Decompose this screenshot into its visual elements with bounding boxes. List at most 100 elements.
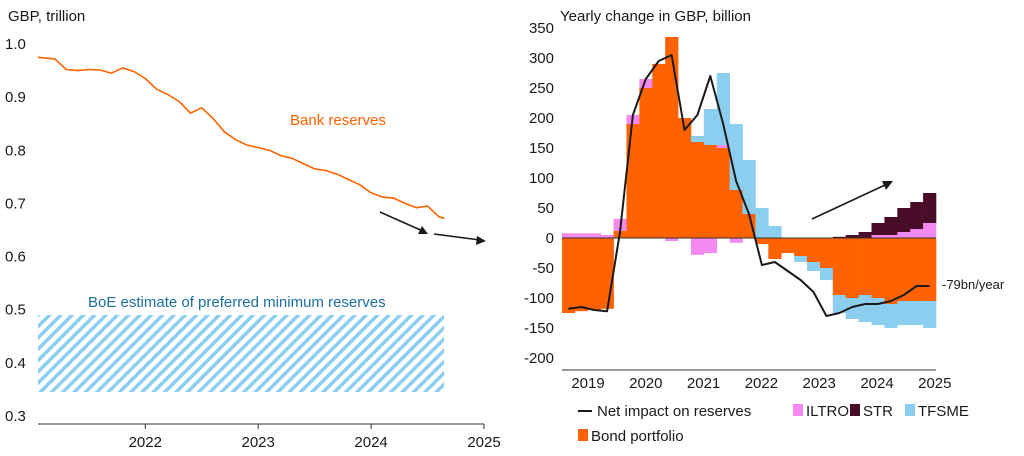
bar-bond-portfolio <box>781 238 795 253</box>
bar-bond-portfolio <box>910 238 924 301</box>
left-y-tick-label: 0.5 <box>5 302 26 319</box>
right-y-tick-label: -200 <box>524 350 554 367</box>
net-impact-line <box>568 54 930 317</box>
left-series <box>37 56 445 220</box>
bar-iltro <box>716 145 730 148</box>
left-y-tick-label: 0.4 <box>5 355 26 372</box>
bar-tfsme <box>819 268 834 280</box>
legend-label: Bond portfolio <box>591 428 684 445</box>
right-y-axis: 350 300 250 200 150 100 50 0 -50 -100 -150 -200 <box>524 20 554 367</box>
right-x-tick-label: 2022 <box>745 375 778 392</box>
legend-swatch <box>850 404 860 416</box>
bar-iltro <box>600 235 614 238</box>
bar-iltro <box>703 238 718 253</box>
bar-bond-portfolio <box>768 238 782 259</box>
right-x-tick-label: 2019 <box>571 375 604 392</box>
trend-arrow-segment-1 <box>379 211 426 233</box>
left-x-tick-label: 2024 <box>354 434 387 451</box>
reserve-band <box>38 315 444 393</box>
bar-tfsme <box>729 124 743 190</box>
bar-str <box>858 232 872 238</box>
bar-bond-portfolio <box>678 118 692 238</box>
right-y-tick-label: 50 <box>537 200 554 217</box>
right-y-tick-label: -100 <box>524 290 554 307</box>
bar-str <box>845 235 859 238</box>
right-y-tick-label: -50 <box>532 260 554 277</box>
arrow-head-1 <box>418 226 428 234</box>
left-y-tick-label: 0.3 <box>5 408 26 425</box>
legend-label: STR <box>863 403 893 420</box>
right-x-tick-label: 2023 <box>803 375 836 392</box>
right-y-tick-label: 100 <box>529 170 554 187</box>
left-x-tick-label: 2022 <box>129 434 162 451</box>
left-y-tick-label: 0.6 <box>5 249 26 266</box>
bar-bond-portfolio <box>690 142 705 238</box>
left-x-tick-label: 2025 <box>467 434 500 451</box>
bank-reserves-line <box>37 56 445 220</box>
legend-swatch <box>905 404 915 416</box>
bar-tfsme <box>742 160 756 214</box>
legend-swatch <box>578 429 588 441</box>
trend-arrow-segment-2 <box>433 233 481 241</box>
bar-tfsme <box>884 304 898 328</box>
bar-str <box>910 202 924 229</box>
left-unit-label: GBP, trillion <box>8 8 85 25</box>
bar-iltro <box>884 235 898 238</box>
right-y-tick-label: 250 <box>529 80 554 97</box>
bar-bond-portfolio <box>884 238 898 304</box>
bar-iltro <box>562 233 576 238</box>
right-y-tick-label: -150 <box>524 320 554 337</box>
left-chart: GBP, trillion 1.0 0.9 0.8 0.7 0.6 0.5 0.4 0.3 B… <box>5 8 501 451</box>
bar-iltro <box>587 233 601 238</box>
legend-swatch <box>793 404 803 416</box>
bar-bond-portfolio <box>755 238 769 244</box>
band-label: BoE estimate of preferred minimum reserv… <box>88 294 386 311</box>
bar-bond-portfolio <box>832 238 847 295</box>
left-y-tick-label: 1.0 <box>5 36 26 53</box>
bar-bond-portfolio <box>742 214 756 238</box>
legend-label: TFSME <box>918 403 969 420</box>
left-x-axis: 2022 2023 2024 2025 <box>129 424 501 451</box>
legend: Net impact on reserves ILTRO STR TFSME Bond … <box>578 403 969 445</box>
bar-bond-portfolio <box>794 238 808 256</box>
right-x-tick-label: 2020 <box>629 375 662 392</box>
bar-str <box>923 193 937 223</box>
bar-str <box>897 208 911 232</box>
bar-bond-portfolio <box>897 238 911 301</box>
bar-bond-portfolio <box>587 238 601 310</box>
bar-tfsme <box>690 136 705 142</box>
right-x-axis: 2019 2020 2021 2022 2023 2024 2025 <box>571 375 951 392</box>
left-y-tick-label: 0.8 <box>5 142 26 159</box>
legend-label: Net impact on reserves <box>597 403 751 420</box>
bar-str <box>871 223 885 235</box>
legend-label: ILTRO <box>806 403 849 420</box>
right-y-tick-label: 0 <box>546 230 554 247</box>
bar-bond-portfolio <box>845 238 859 298</box>
bar-iltro <box>897 232 911 238</box>
bank-reserves-label: Bank reserves <box>290 112 386 129</box>
bars <box>562 37 937 328</box>
bar-iltro <box>910 229 924 238</box>
annotation-79bn: -79bn/year <box>942 277 1005 292</box>
right-y-tick-label: 150 <box>529 140 554 157</box>
bar-tfsme <box>703 109 718 145</box>
bar-tfsme <box>832 295 847 313</box>
left-x-tick-label: 2023 <box>241 434 274 451</box>
bar-bond-portfolio <box>729 190 743 238</box>
left-y-axis: 1.0 0.9 0.8 0.7 0.6 0.5 0.4 0.3 <box>5 36 26 425</box>
left-y-tick-label: 0.9 <box>5 89 26 106</box>
right-x-tick-label: 2025 <box>918 375 951 392</box>
bar-str <box>884 217 898 235</box>
trend-arrow-segment-3 <box>811 184 886 220</box>
bar-bond-portfolio <box>703 145 718 238</box>
bar-bond-portfolio <box>819 238 834 268</box>
bar-tfsme <box>923 301 937 328</box>
bar-bond-portfolio <box>652 64 666 238</box>
right-y-tick-label: 350 <box>529 20 554 37</box>
bar-bond-portfolio <box>807 238 821 262</box>
bar-iltro <box>729 238 743 243</box>
bar-bond-portfolio <box>600 238 614 309</box>
bar-tfsme <box>716 73 730 145</box>
bar-iltro <box>923 223 937 238</box>
